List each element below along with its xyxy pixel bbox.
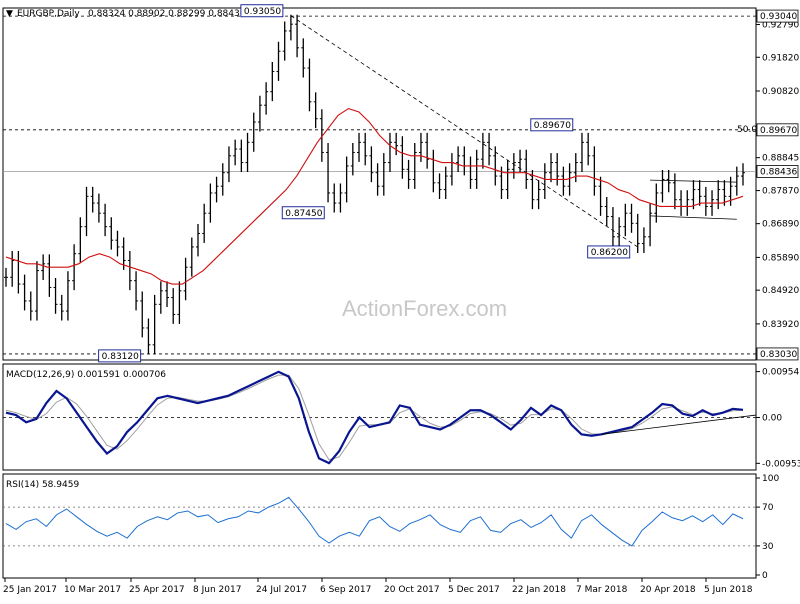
annotation-label: 0.89670: [534, 121, 571, 131]
annotation-label: 0.93050: [244, 7, 281, 17]
x-tick-label: 5 Jun 2018: [704, 585, 753, 595]
macd-signal-line: [5, 374, 744, 461]
macd-line: [5, 370, 744, 465]
rsi-y-tick-label: 30: [762, 542, 774, 552]
rsi-panel: [2, 473, 757, 579]
price-y-tick-label: 0.90820: [762, 87, 799, 97]
annotation-box: [240, 4, 284, 18]
rsi-line: [5, 496, 744, 547]
price-y-tick-label: 0.88845: [762, 154, 799, 164]
channel-lower: [650, 215, 737, 220]
price-y-tick-label: 0.92790: [762, 21, 799, 31]
x-tick-label: 22 Jan 2018: [512, 585, 566, 595]
x-tick-label: 20 Apr 2018: [640, 585, 696, 595]
rsi-title: RSI(14) 58.9459: [6, 480, 79, 490]
current-price-label: 0.88436: [760, 167, 797, 177]
price-y-tick-label: 0.84920: [762, 286, 799, 296]
price-y-tick-label: 0.87870: [762, 187, 799, 197]
watermark: ActionForex.com: [342, 296, 507, 321]
annotation-label: 0.86200: [591, 248, 628, 258]
header-icon: ▼: [6, 9, 13, 19]
moving-average-line: [5, 107, 744, 285]
x-tick-label: 25 Jan 2017: [3, 585, 57, 595]
macd-y-tick-label: -0.009538: [762, 459, 800, 469]
annotation-box: [530, 118, 574, 132]
header-ohlc: 0.88324 0.88902 0.88299 0.88436: [88, 9, 246, 19]
macd-trend-line: [601, 414, 757, 435]
price-y-tick-label: 0.85890: [762, 253, 799, 263]
price-y-tick-label: 0.83920: [762, 320, 799, 330]
price-y-tick-label: 0.86890: [762, 220, 799, 230]
rsi-y-tick-label: 70: [762, 503, 774, 513]
rsi-y-tick-label: 100: [762, 474, 779, 484]
level-box: [756, 123, 799, 137]
x-tick-label: 5 Dec 2017: [448, 585, 500, 595]
current-price-box: [756, 165, 799, 178]
rsi-y-tick-label: 0: [762, 571, 768, 581]
x-tick-label: 10 Mar 2017: [64, 585, 121, 595]
level-label: 0.83030: [760, 350, 797, 360]
annotation-box: [98, 349, 142, 363]
header-symbol: EURGBP,Daily: [17, 9, 80, 19]
macd-y-tick-label: 0.00954: [762, 368, 799, 378]
x-tick-label: 8 Jun 2017: [193, 585, 241, 595]
price-y-tick-label: 0.91820: [762, 53, 799, 63]
level-label: 0.93040: [760, 12, 797, 22]
price-panel: [2, 7, 757, 361]
x-tick-label: 24 Jul 2017: [256, 585, 307, 595]
annotation-box: [281, 206, 325, 220]
x-tick-label: 7 Mar 2018: [576, 585, 628, 595]
annotation-label: 0.87450: [285, 209, 322, 219]
annotation-box: [587, 245, 631, 259]
x-tick-label: 20 Oct 2017: [384, 585, 440, 595]
x-tick-label: 6 Sep 2017: [320, 585, 371, 595]
level-box: [756, 9, 799, 23]
level-box: [756, 347, 799, 361]
macd-title: MACD(12,26,9) 0.001591 0.000706: [6, 370, 166, 380]
level-label: 0.89670: [760, 126, 797, 136]
macd-y-tick-label: 0.00: [762, 413, 782, 423]
annotation-label: 0.83120: [102, 352, 139, 362]
x-tick-label: 25 Apr 2017: [129, 585, 185, 595]
